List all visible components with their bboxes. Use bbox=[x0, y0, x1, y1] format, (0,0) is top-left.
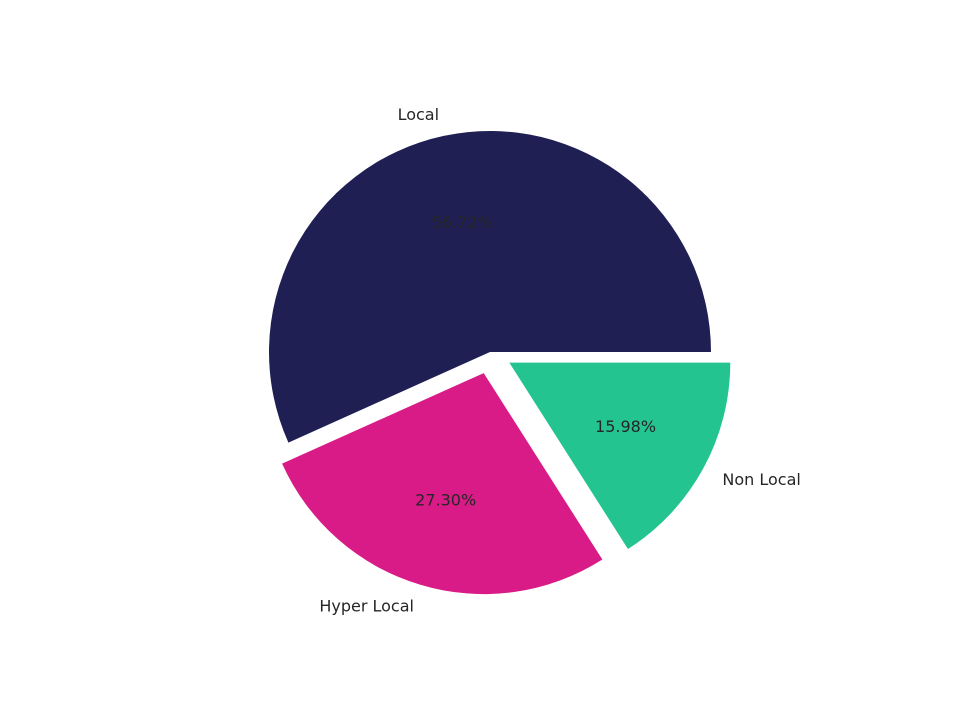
pie-slices bbox=[269, 131, 731, 595]
category-label-hyper-local: Hyper Local bbox=[319, 596, 414, 615]
pie-slice-non-local bbox=[509, 362, 731, 550]
pct-label-hyper-local: 27.30% bbox=[415, 491, 476, 510]
pie-labels: 56.72% Local 27.30% Hyper Local 15.98% Non Lo… bbox=[319, 105, 801, 616]
pct-label-local: 56.72% bbox=[432, 213, 493, 232]
pie-slice-local bbox=[269, 131, 711, 443]
pie-slice-hyper-local bbox=[282, 373, 603, 595]
category-label-local: Local bbox=[398, 105, 439, 124]
pct-label-non-local: 15.98% bbox=[595, 417, 656, 436]
category-label-non-local: Non Local bbox=[722, 470, 800, 489]
